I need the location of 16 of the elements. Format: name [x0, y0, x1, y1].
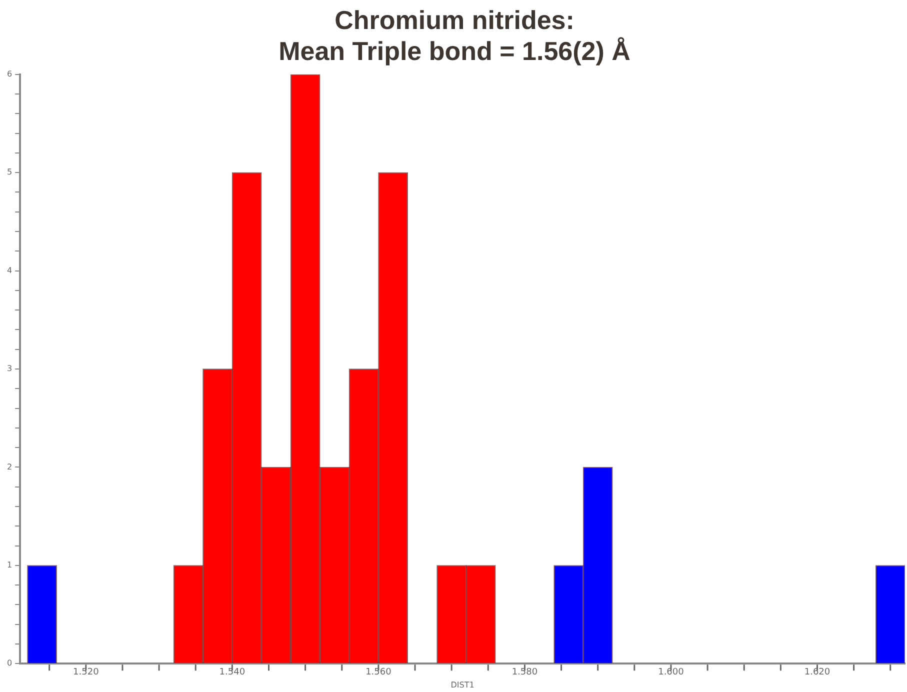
x-tick-label: 1.540	[219, 667, 246, 678]
y-tick-label: 4	[6, 266, 12, 275]
y-tick-label: 6	[6, 69, 12, 78]
x-tick-label: 1.600	[658, 667, 684, 678]
y-tick-label: 5	[6, 168, 12, 177]
x-tick-label: 1.560	[366, 667, 392, 678]
x-tick-label: 1.580	[512, 667, 538, 678]
x-axis-title: DIST1	[450, 680, 474, 690]
chart-title: Chromium nitrides:	[334, 4, 574, 35]
y-tick-label: 2	[6, 462, 12, 472]
y-tick-label: 1	[6, 560, 12, 570]
x-tick-label: 1.520	[73, 667, 100, 678]
chart-subtitle: Mean Triple bond = 1.56(2) Å	[278, 36, 631, 66]
y-tick-label: 3	[6, 364, 12, 374]
x-tick-label: 1.620	[804, 667, 830, 678]
y-tick-label: 0	[6, 658, 12, 668]
